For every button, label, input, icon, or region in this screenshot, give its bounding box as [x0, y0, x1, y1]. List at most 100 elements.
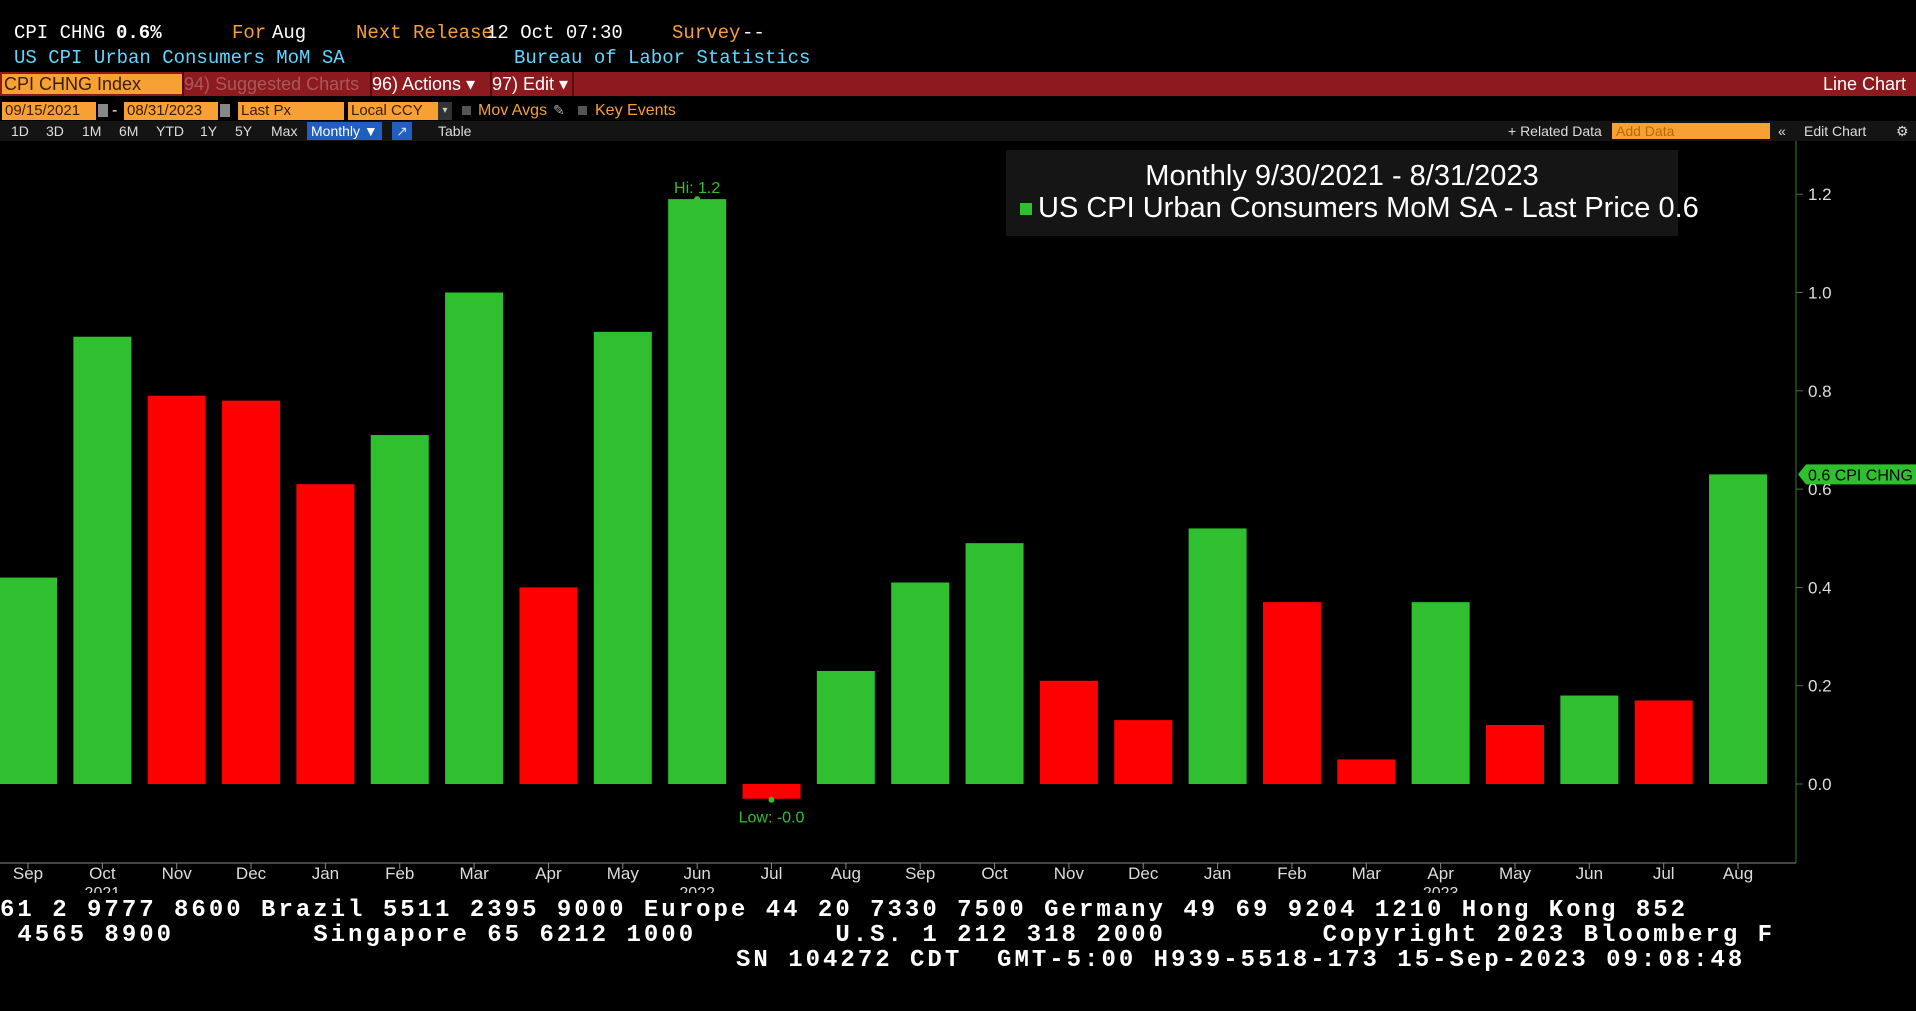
bar-may-8 — [593, 331, 652, 784]
x-tick-label: Mar — [1352, 864, 1382, 883]
bar-aug-23 — [1709, 474, 1768, 784]
key-events-label[interactable]: Key Events — [595, 102, 676, 119]
y-tick-label: 0.6 — [1808, 480, 1832, 499]
x-tick-label: Aug — [1723, 864, 1753, 883]
actions-menu[interactable]: 96) Actions ▾ — [372, 74, 476, 94]
tab-3d[interactable]: 3D — [46, 123, 64, 139]
edit-menu[interactable]: 97) Edit ▾ — [492, 74, 569, 94]
bar-jun-21 — [1560, 695, 1619, 784]
suggested-charts-button[interactable]: 94) Suggested Charts — [184, 74, 360, 94]
chevron-down-icon[interactable]: ▾ — [438, 102, 452, 120]
start-date-field[interactable]: 09/15/2021 — [2, 102, 96, 120]
bar-jan-16 — [1188, 528, 1247, 784]
mov-avgs-checkbox[interactable] — [462, 106, 471, 115]
x-tick-label: Mar — [459, 864, 489, 883]
x-year-label: 2021 — [85, 885, 121, 893]
x-year-label: 2023 — [1423, 885, 1459, 893]
bar-mar-6 — [445, 292, 504, 784]
chart-legend: Monthly 9/30/2021 - 8/31/2023 US CPI Urb… — [1006, 150, 1699, 236]
security-description: US CPI Urban Consumers MoM SA — [14, 47, 345, 69]
low-label: Low: -0.0 — [739, 810, 805, 827]
divider — [572, 72, 574, 96]
chart-type-label[interactable]: Line Chart — [1822, 74, 1906, 94]
chart-style-icon[interactable]: ↗ — [392, 122, 412, 140]
x-tick-label: Nov — [162, 864, 193, 883]
calendar-icon[interactable] — [98, 104, 108, 117]
x-year-label: 2022 — [679, 885, 715, 893]
x-tick-label: Apr — [535, 864, 562, 883]
bar-nov-14 — [1039, 680, 1098, 784]
bar-jul-22 — [1634, 700, 1693, 784]
tab-6m[interactable]: 6M — [119, 123, 139, 139]
survey-label: Survey — [672, 22, 741, 44]
footer-session-info: SN 104272 CDT GMT-5:00 H939-5518-173 15-… — [736, 947, 1746, 974]
last-price-tag-label: 0.6 CPI CHNG — [1808, 467, 1913, 484]
pencil-icon[interactable]: ✎ — [553, 102, 565, 118]
y-tick-label: 0.2 — [1808, 677, 1832, 696]
collapse-icon[interactable]: « — [1778, 123, 1786, 139]
security-header: CPI CHNG 0.6% For Aug Next Release 12 Oc… — [0, 0, 1916, 72]
hi-marker — [694, 196, 701, 203]
tab-5y[interactable]: 5Y — [235, 123, 253, 139]
divider — [370, 72, 372, 96]
frequency-select[interactable]: Monthly ▼ — [307, 122, 382, 140]
next-release-value: 12 Oct 07:30 — [486, 22, 623, 44]
x-tick-label: Oct — [981, 864, 1008, 883]
y-tick-label: 1.0 — [1808, 284, 1832, 303]
y-tick-label: 0.0 — [1808, 775, 1832, 794]
next-release-label: Next Release — [356, 22, 493, 44]
price-field-select[interactable]: Last Px — [238, 102, 344, 120]
bar-dec-15 — [1114, 720, 1173, 784]
range-tabs: 1D 3D 1M 6M YTD 1Y 5Y Max Monthly ▼ ↗ Ta… — [0, 121, 1916, 141]
tab-1m[interactable]: 1M — [82, 123, 102, 139]
tab-1d[interactable]: 1D — [11, 123, 29, 139]
hi-label: Hi: 1.2 — [674, 180, 720, 197]
x-tick-label: Jan — [1204, 864, 1231, 883]
bar-feb-5 — [370, 435, 429, 784]
related-data-button[interactable]: + Related Data — [1508, 123, 1602, 139]
data-source: Bureau of Labor Statistics — [514, 47, 811, 69]
x-tick-label: Jun — [1576, 864, 1603, 883]
low-marker — [768, 796, 775, 803]
mov-avgs-label[interactable]: Mov Avgs — [478, 102, 548, 119]
for-value: Aug — [272, 22, 307, 44]
bar-sep-0 — [0, 577, 57, 784]
bar-may-20 — [1486, 725, 1544, 784]
bar-mar-18 — [1337, 759, 1396, 784]
last-price-tag — [1798, 464, 1916, 485]
bar-apr-19 — [1411, 602, 1470, 784]
bar-nov-2 — [147, 395, 206, 784]
tab-ytd[interactable]: YTD — [156, 123, 184, 139]
currency-select[interactable]: Local CCY — [348, 102, 438, 120]
x-tick-label: Sep — [13, 864, 43, 883]
bar-jan-4 — [296, 484, 355, 784]
command-bar: CPI CHNG Index 94) Suggested Charts 96) … — [0, 72, 1916, 96]
y-tick-label: 0.8 — [1808, 382, 1832, 401]
bar-sep-12 — [891, 582, 950, 784]
end-date-field[interactable]: 08/31/2023 — [124, 102, 218, 120]
footer-contacts-line2: 4565 8900 Singapore 65 6212 1000 U.S. 1 … — [0, 922, 1776, 949]
y-tick-label: 1.2 — [1808, 185, 1832, 204]
tab-max[interactable]: Max — [271, 123, 298, 139]
legend-series-value: 0.6 — [1658, 192, 1699, 224]
add-data-input[interactable]: Add Data — [1612, 123, 1770, 139]
edit-chart-button[interactable]: Edit Chart — [1804, 123, 1867, 139]
gear-icon[interactable]: ⚙ — [1896, 123, 1909, 139]
x-tick-label: Jun — [683, 864, 710, 883]
bar-oct-1 — [73, 336, 132, 784]
x-tick-label: Jan — [312, 864, 339, 883]
calendar-icon[interactable] — [220, 104, 230, 117]
x-tick-label: Dec — [236, 864, 267, 883]
divider — [490, 72, 492, 96]
x-tick-label: Apr — [1427, 864, 1454, 883]
table-button[interactable]: Table — [438, 123, 472, 139]
legend-title: Monthly 9/30/2021 - 8/31/2023 — [1145, 160, 1539, 192]
for-label: For — [232, 22, 267, 44]
key-events-checkbox[interactable] — [578, 106, 587, 115]
y-tick-label: 0.4 — [1808, 578, 1832, 597]
x-tick-label: Jul — [761, 864, 783, 883]
date-controls: 09/15/2021 - 08/31/2023 Last Px Local CC… — [0, 100, 1916, 122]
ticker-field[interactable]: CPI CHNG Index — [2, 74, 184, 94]
bar-dec-3 — [222, 400, 281, 784]
tab-1y[interactable]: 1Y — [200, 123, 218, 139]
